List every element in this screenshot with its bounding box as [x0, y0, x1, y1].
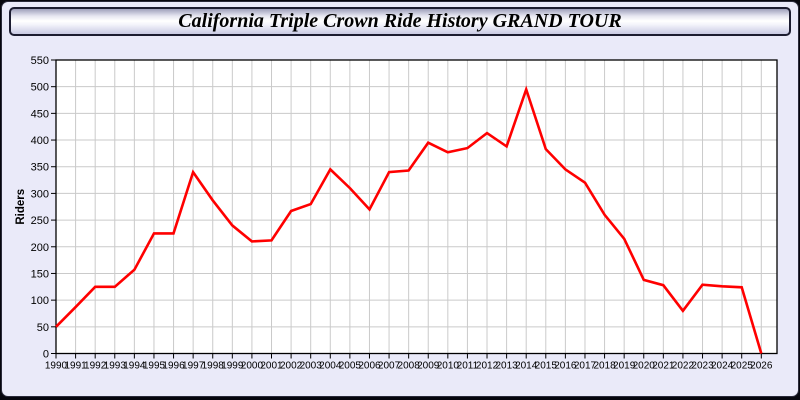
- x-tick-label: 2003: [300, 361, 323, 372]
- y-tick-label: 0: [43, 349, 49, 361]
- x-tick-label: 1999: [221, 361, 244, 372]
- y-tick-label: 250: [31, 215, 49, 227]
- x-tick-label: 2018: [593, 361, 616, 372]
- y-tick-label: 200: [31, 242, 49, 254]
- x-tick-label: 1996: [162, 361, 185, 372]
- x-tick-label: 2004: [319, 361, 342, 372]
- y-tick-label: 450: [31, 108, 49, 120]
- x-tick-label: 1993: [104, 361, 127, 372]
- y-axis-title: Riders: [15, 189, 27, 225]
- x-tick-label: 1998: [202, 361, 225, 372]
- x-tick-label: 2014: [515, 361, 538, 372]
- x-tick-label: 2022: [672, 361, 695, 372]
- x-tick-label: 2019: [613, 361, 636, 372]
- x-tick-label: 1991: [64, 361, 87, 372]
- x-tick-label: 2002: [280, 361, 303, 372]
- x-tick-label: 2017: [574, 361, 597, 372]
- y-tick-label: 100: [31, 295, 49, 307]
- x-tick-label: 2024: [711, 361, 734, 372]
- riders-series-line: [55, 85, 763, 354]
- y-tick-label: 150: [31, 268, 49, 280]
- x-tick-label: 2015: [535, 361, 558, 372]
- y-tick-label: 300: [31, 188, 49, 200]
- x-tick-label: 2008: [398, 361, 421, 372]
- x-tick-label: 2023: [691, 361, 714, 372]
- x-tick-label: 1995: [143, 361, 166, 372]
- x-tick-label: 2020: [633, 361, 656, 372]
- x-tick-label: 2011: [457, 361, 479, 372]
- x-tick-label: 1997: [182, 361, 205, 372]
- x-tick-label: 2009: [417, 361, 440, 372]
- x-tick-label: 2005: [339, 361, 362, 372]
- x-tick-label: 2000: [241, 361, 264, 372]
- y-tick-label: 550: [31, 55, 49, 67]
- x-tick-label: 2007: [378, 361, 401, 372]
- x-tick-label: 2010: [437, 361, 460, 372]
- x-tick-label: 2025: [731, 361, 754, 372]
- y-tick-label: 400: [31, 135, 49, 147]
- x-tick-label: 1990: [45, 361, 68, 372]
- axis-frame: [55, 59, 778, 355]
- x-tick-label: 2021: [652, 361, 675, 372]
- x-tick-label: 2013: [495, 361, 518, 372]
- y-tick-label: 350: [31, 162, 49, 174]
- ride-history-line-chart: 0501001502002503003504004505005501990199…: [15, 55, 778, 372]
- plot-area: [56, 60, 777, 354]
- x-tick-label: 2001: [260, 361, 283, 372]
- x-tick-label: 1992: [84, 361, 107, 372]
- y-tick-label: 500: [31, 82, 49, 94]
- title-bar: California Triple Crown Ride History GRA…: [9, 7, 791, 36]
- x-tick-label: 2006: [358, 361, 381, 372]
- x-tick-label: 2012: [476, 361, 499, 372]
- y-tick-label: 50: [37, 322, 49, 334]
- x-tick-label: 2026: [750, 361, 773, 372]
- page-title: California Triple Crown Ride History GRA…: [178, 10, 622, 32]
- x-tick-label: 1994: [123, 361, 146, 372]
- x-tick-label: 2016: [554, 361, 577, 372]
